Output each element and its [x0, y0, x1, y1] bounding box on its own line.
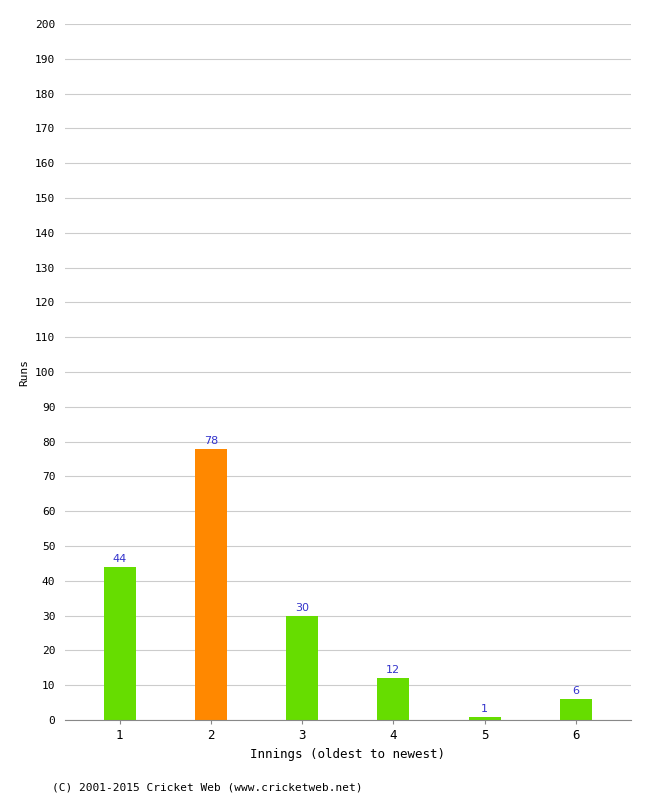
Bar: [195, 449, 227, 720]
X-axis label: Innings (oldest to newest): Innings (oldest to newest): [250, 747, 445, 761]
Text: 78: 78: [204, 436, 218, 446]
Y-axis label: Runs: Runs: [20, 358, 29, 386]
Text: 44: 44: [112, 554, 127, 564]
Text: 30: 30: [295, 603, 309, 613]
Text: 1: 1: [481, 704, 488, 714]
Bar: [104, 567, 136, 720]
Bar: [560, 699, 592, 720]
Text: 12: 12: [386, 666, 400, 675]
Text: (C) 2001-2015 Cricket Web (www.cricketweb.net): (C) 2001-2015 Cricket Web (www.cricketwe…: [52, 782, 363, 792]
Text: 6: 6: [572, 686, 579, 696]
Bar: [469, 717, 500, 720]
Bar: [286, 616, 318, 720]
Bar: [378, 678, 410, 720]
